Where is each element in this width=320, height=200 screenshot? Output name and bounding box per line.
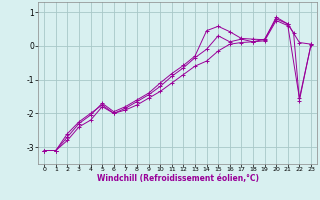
X-axis label: Windchill (Refroidissement éolien,°C): Windchill (Refroidissement éolien,°C) — [97, 174, 259, 183]
